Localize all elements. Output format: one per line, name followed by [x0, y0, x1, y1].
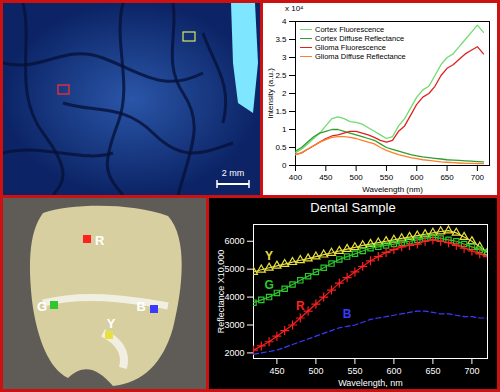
svg-text:2.5: 2.5	[275, 71, 287, 80]
svg-text:1.5: 1.5	[275, 107, 287, 116]
svg-text:G: G	[264, 278, 273, 292]
html-text:Dental Sample: Dental Sample	[310, 200, 396, 215]
html-text:Cortex Fluorescence: Cortex Fluorescence	[315, 25, 385, 34]
svg-text:3000: 3000	[224, 320, 244, 330]
html-text:Glioma Diffuse Reflectance: Glioma Diffuse Reflectance	[315, 52, 406, 61]
svg-text:450: 450	[269, 366, 284, 376]
svg-text:R: R	[296, 299, 305, 313]
svg-text:Wavelength, nm: Wavelength, nm	[338, 378, 403, 388]
svg-text:650: 650	[440, 173, 454, 182]
svg-text:450: 450	[319, 173, 333, 182]
svg-text:600: 600	[386, 366, 401, 376]
svg-text:600: 600	[410, 173, 424, 182]
svg-text:Y: Y	[107, 316, 116, 331]
svg-text:Y: Y	[265, 249, 273, 263]
svg-text:700: 700	[471, 173, 485, 182]
svg-text:Wavelength (nm): Wavelength (nm)	[362, 185, 423, 194]
svg-text:5000: 5000	[224, 264, 244, 274]
svg-text:Intensity (a.u.): Intensity (a.u.)	[266, 68, 275, 119]
svg-text:2000: 2000	[224, 348, 244, 358]
svg-text:500: 500	[349, 173, 363, 182]
svg-text:4000: 4000	[224, 292, 244, 302]
svg-text:6000: 6000	[224, 236, 244, 246]
svg-text:Reflectance X10,000: Reflectance X10,000	[216, 250, 226, 334]
svg-text:2: 2	[282, 89, 287, 98]
svg-text:G: G	[37, 299, 47, 314]
svg-text:650: 650	[425, 366, 440, 376]
html-text:Cortex Diffuse Reflectance: Cortex Diffuse Reflectance	[315, 34, 405, 43]
svg-text:3.5: 3.5	[275, 35, 287, 44]
svg-text:400: 400	[289, 173, 303, 182]
svg-text:B: B	[343, 307, 352, 321]
svg-text:2 mm: 2 mm	[222, 168, 245, 178]
svg-text:700: 700	[464, 366, 479, 376]
html-text:Glioma Fluorescence: Glioma Fluorescence	[315, 43, 386, 52]
svg-text:1: 1	[282, 125, 287, 134]
svg-text:B: B	[137, 299, 146, 314]
svg-text:R: R	[95, 233, 105, 248]
svg-text:0.5: 0.5	[275, 143, 287, 152]
svg-text:4: 4	[282, 17, 287, 26]
html-text:x 10⁴: x 10⁴	[285, 4, 304, 13]
svg-text:3: 3	[282, 53, 287, 62]
svg-text:550: 550	[380, 173, 394, 182]
svg-text:550: 550	[347, 366, 362, 376]
svg-text:500: 500	[308, 366, 323, 376]
svg-text:0: 0	[282, 161, 287, 170]
